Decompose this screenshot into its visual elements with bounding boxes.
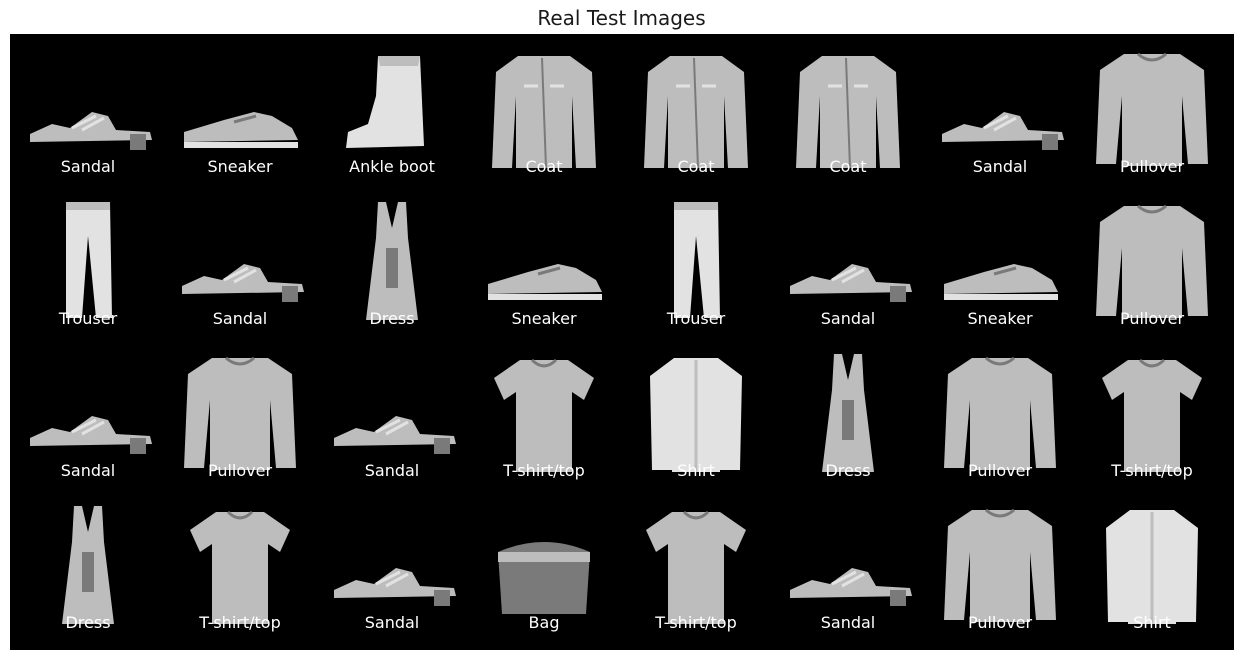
image-tile: Shirt: [1076, 492, 1228, 644]
image-tile: Pullover: [924, 492, 1076, 644]
image-tile: Ankle boot: [316, 36, 468, 188]
image-tile: Dress: [772, 340, 924, 492]
garment-thumbnail: [30, 416, 152, 454]
image-tile: Dress: [316, 188, 468, 340]
garment-thumbnail: [346, 56, 424, 148]
image-tile: Sandal: [924, 36, 1076, 188]
class-label: Pullover: [967, 613, 1033, 632]
class-label: Sandal: [364, 613, 420, 632]
image-tile: Sandal: [772, 492, 924, 644]
image-tile: Shirt: [620, 340, 772, 492]
class-label: Sneaker: [967, 309, 1033, 328]
class-label: Dress: [369, 309, 415, 328]
garment-thumbnail: [942, 112, 1064, 150]
image-tile: Pullover: [164, 340, 316, 492]
class-label: Coat: [677, 157, 715, 176]
image-tile: Sneaker: [164, 36, 316, 188]
garment-thumbnail: [334, 416, 456, 454]
class-label: Coat: [525, 157, 563, 176]
class-label: Coat: [829, 157, 867, 176]
image-grid: Sandal Sneaker Ankle boot Coat Coat Coat: [10, 34, 1234, 650]
class-label: Dress: [65, 613, 111, 632]
image-tile: Sandal: [164, 188, 316, 340]
image-tile: Pullover: [1076, 188, 1228, 340]
garment-thumbnail: [366, 202, 418, 320]
class-label: Sandal: [820, 309, 876, 328]
garment-thumbnail: [790, 264, 912, 302]
garment-thumbnail: [30, 112, 152, 150]
garment-thumbnail: [1106, 510, 1198, 624]
image-tile: Coat: [772, 36, 924, 188]
figure-title: Real Test Images: [537, 6, 706, 30]
class-label: Shirt: [1133, 613, 1171, 632]
image-tile: Coat: [468, 36, 620, 188]
image-tile: Sneaker: [468, 188, 620, 340]
garment-thumbnail: [1102, 358, 1202, 472]
garment-thumbnail: [182, 264, 304, 302]
image-tile: Sandal: [772, 188, 924, 340]
image-tile: T-shirt/top: [164, 492, 316, 644]
garment-thumbnail: [674, 202, 720, 318]
garment-thumbnail: [494, 358, 594, 472]
image-tile: Pullover: [924, 340, 1076, 492]
class-label: Sandal: [364, 461, 420, 480]
image-tile: T-shirt/top: [620, 492, 772, 644]
garment-thumbnail: [644, 56, 748, 169]
garment-thumbnail: [1096, 204, 1208, 318]
garment-thumbnail: [944, 356, 1056, 470]
class-label: Pullover: [967, 461, 1033, 480]
class-label: T-shirt/top: [655, 613, 737, 632]
image-tile: Trouser: [12, 188, 164, 340]
image-tile: Sneaker: [924, 188, 1076, 340]
class-label: Pullover: [1119, 309, 1185, 328]
garment-thumbnail: [498, 542, 590, 614]
image-tile: T-shirt/top: [1076, 340, 1228, 492]
image-tile: Sandal: [316, 492, 468, 644]
garment-thumbnail: [650, 358, 742, 472]
class-label: Dress: [825, 461, 871, 480]
class-label: Sandal: [820, 613, 876, 632]
class-label: Sneaker: [207, 157, 273, 176]
image-tile: Sandal: [12, 340, 164, 492]
class-label: Trouser: [666, 309, 726, 328]
class-label: T-shirt/top: [503, 461, 585, 480]
garment-thumbnail: [790, 568, 912, 606]
image-tile: Bag: [468, 492, 620, 644]
image-tile: Sandal: [12, 36, 164, 188]
image-tile: Dress: [12, 492, 164, 644]
class-label: Trouser: [58, 309, 118, 328]
image-tile: Trouser: [620, 188, 772, 340]
class-label: Sandal: [972, 157, 1028, 176]
class-label: Sandal: [60, 461, 116, 480]
class-label: Pullover: [1119, 157, 1185, 176]
garment-thumbnail: [944, 508, 1056, 622]
garment-thumbnail: [796, 56, 900, 169]
class-label: Shirt: [677, 461, 715, 480]
class-label: Bag: [528, 613, 560, 632]
image-tile: Coat: [620, 36, 772, 188]
class-label: T-shirt/top: [1111, 461, 1193, 480]
garment-thumbnail: [944, 264, 1058, 300]
class-label: T-shirt/top: [199, 613, 281, 632]
garment-thumbnail: [1096, 52, 1208, 166]
garment-thumbnail: [488, 264, 602, 300]
garment-thumbnail: [334, 568, 456, 606]
class-label: Sandal: [212, 309, 268, 328]
image-tile: Sandal: [316, 340, 468, 492]
garment-thumbnail: [822, 354, 874, 472]
garment-thumbnail: [66, 202, 112, 318]
garment-thumbnail: [184, 356, 296, 470]
class-label: Sneaker: [511, 309, 577, 328]
garment-thumbnail: [492, 56, 596, 169]
image-tile: Pullover: [1076, 36, 1228, 188]
class-label: Pullover: [207, 461, 273, 480]
class-label: Sandal: [60, 157, 116, 176]
garment-thumbnail: [646, 510, 746, 624]
image-tile: T-shirt/top: [468, 340, 620, 492]
garment-thumbnail: [62, 506, 114, 624]
class-label: Ankle boot: [349, 157, 435, 176]
garment-thumbnail: [190, 510, 290, 624]
garment-thumbnail: [184, 112, 298, 148]
